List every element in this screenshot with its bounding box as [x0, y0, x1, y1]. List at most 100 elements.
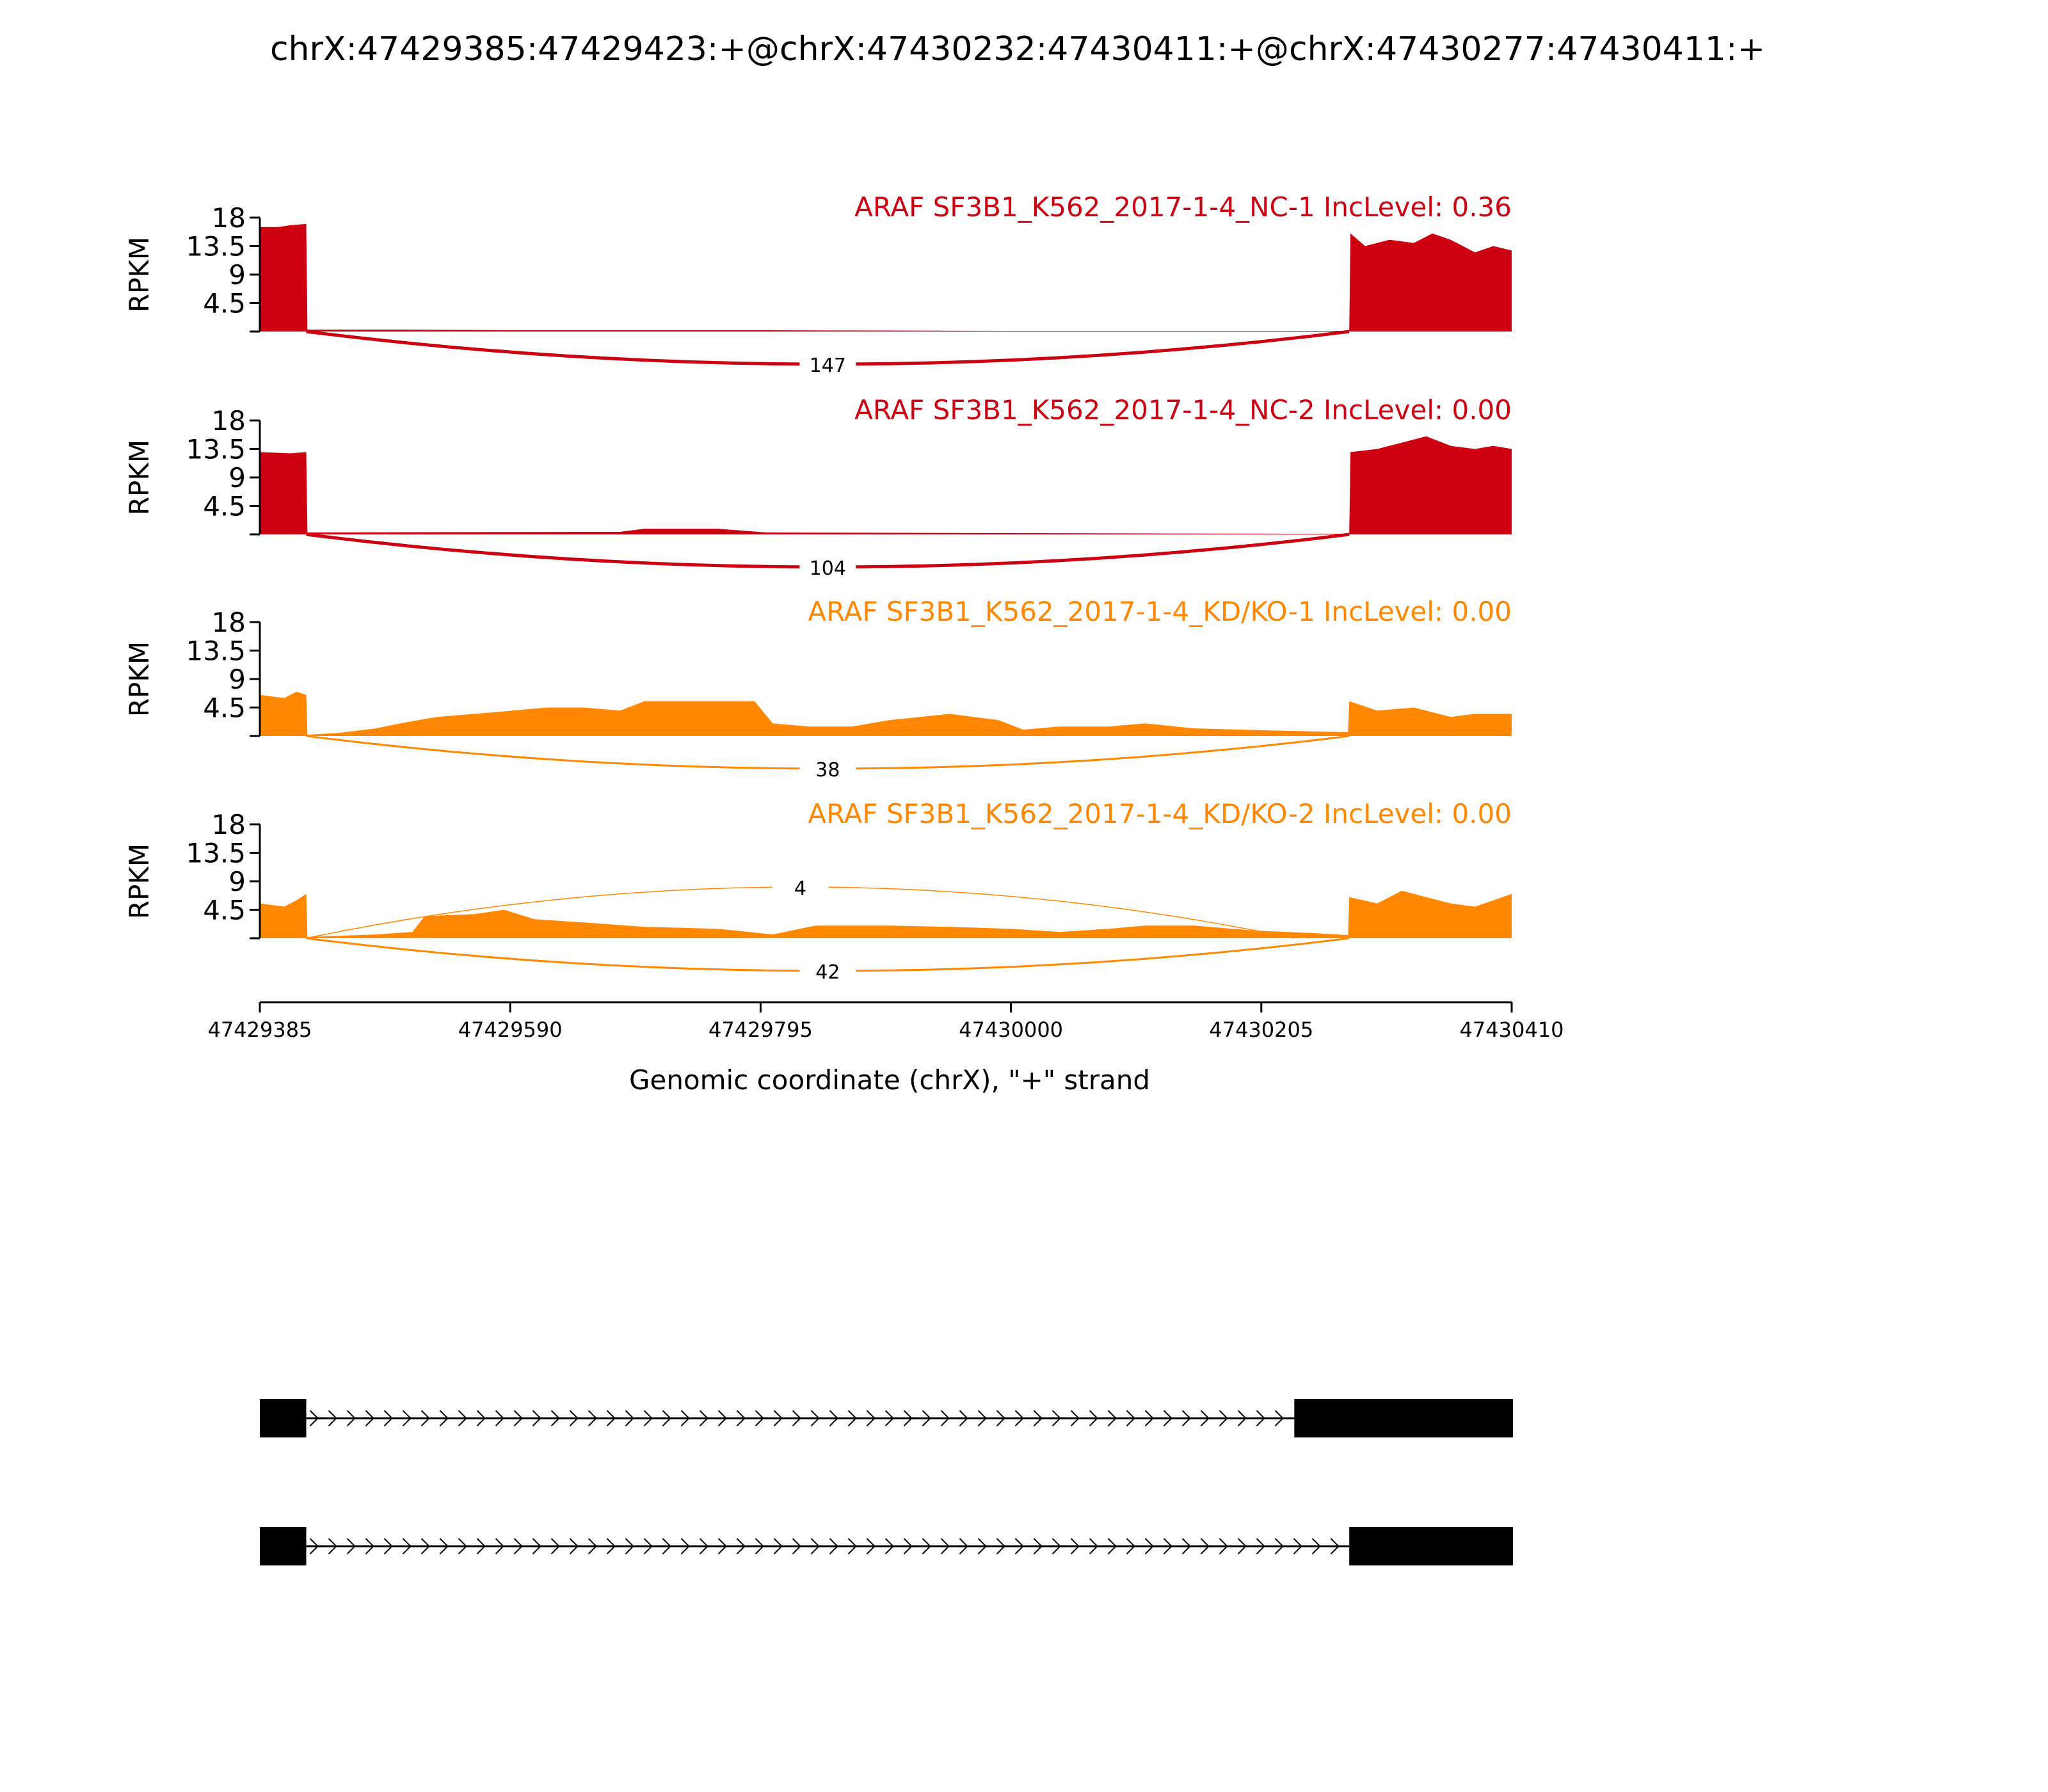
strand-arrow — [755, 1410, 764, 1427]
strand-arrow — [810, 1538, 820, 1555]
x-axis-label: Genomic coordinate (chrX), "+" strand — [629, 1064, 1150, 1096]
strand-arrow — [1089, 1538, 1098, 1555]
strand-arrow — [402, 1538, 412, 1555]
coverage-area — [260, 691, 1512, 736]
strand-arrow — [1237, 1410, 1247, 1427]
strand-arrow — [439, 1410, 449, 1427]
strand-arrow — [1014, 1410, 1024, 1427]
strand-arrow — [1070, 1410, 1080, 1427]
strand-arrow — [717, 1410, 727, 1427]
strand-arrow — [532, 1410, 541, 1427]
track-label: ARAF SF3B1_K562_2017-1-4_NC-1 IncLevel: … — [854, 191, 1512, 223]
strand-arrow — [829, 1410, 838, 1427]
strand-arrow — [884, 1538, 894, 1555]
strand-arrow — [606, 1410, 616, 1427]
track-label: ARAF SF3B1_K562_2017-1-4_NC-2 IncLevel: … — [854, 394, 1512, 426]
junction-label-bg — [799, 755, 856, 780]
strand-arrow — [550, 1410, 560, 1427]
y-tick-label: 4.5 — [203, 895, 246, 926]
strand-arrow — [550, 1538, 560, 1555]
y-tick-label: 4.5 — [203, 288, 246, 319]
y-axis-label: RPKM — [124, 440, 155, 515]
track-label: ARAF SF3B1_K562_2017-1-4_KD/KO-1 IncLeve… — [808, 596, 1512, 627]
y-tick-label: 13.5 — [186, 231, 246, 262]
strand-arrow — [1181, 1538, 1191, 1555]
strand-arrow — [699, 1410, 708, 1427]
strand-arrow — [1033, 1538, 1043, 1555]
strand-arrow — [940, 1410, 950, 1427]
y-tick-label: 9 — [228, 866, 246, 897]
strand-arrow — [625, 1538, 634, 1555]
strand-arrow — [1163, 1538, 1172, 1555]
strand-arrow — [1274, 1410, 1284, 1427]
strand-arrow — [1107, 1538, 1117, 1555]
y-tick-label: 18 — [212, 809, 246, 840]
junction-count: 38 — [815, 759, 840, 781]
strand-arrow — [996, 1410, 1005, 1427]
strand-arrow — [1144, 1538, 1154, 1555]
transcript-2 — [260, 1527, 1513, 1565]
strand-arrow — [1256, 1410, 1265, 1427]
strand-arrow — [420, 1410, 430, 1427]
figure-title: chrX:47429385:47429423:+@chrX:47430232:4… — [270, 30, 1765, 68]
strand-arrow — [458, 1410, 467, 1427]
strand-arrow — [903, 1410, 913, 1427]
exon-block — [260, 1527, 307, 1565]
strand-arrow — [513, 1538, 523, 1555]
strand-arrow — [1033, 1410, 1043, 1427]
strand-arrow — [662, 1538, 671, 1555]
y-tick-label: 18 — [212, 607, 246, 638]
strand-arrow — [1089, 1410, 1098, 1427]
y-tick-label: 4.5 — [203, 491, 246, 522]
coverage-area — [260, 890, 1512, 938]
y-tick-label: 9 — [228, 462, 246, 493]
strand-arrow — [847, 1410, 857, 1427]
strand-arrow — [717, 1538, 727, 1555]
strand-arrow — [625, 1410, 634, 1427]
strand-arrow — [773, 1410, 783, 1427]
y-tick-label: 9 — [228, 664, 246, 695]
y-tick-label: 13.5 — [186, 636, 246, 667]
strand-arrow — [495, 1410, 504, 1427]
strand-arrow — [736, 1410, 746, 1427]
strand-arrow — [959, 1410, 968, 1427]
strand-arrow — [1330, 1538, 1340, 1555]
strand-arrow — [309, 1410, 319, 1427]
strand-arrow — [829, 1538, 838, 1555]
junction-count: 4 — [794, 877, 806, 900]
strand-arrow — [1200, 1410, 1210, 1427]
strand-arrow — [532, 1538, 541, 1555]
y-tick-label: 9 — [228, 259, 246, 291]
strand-arrow — [922, 1410, 931, 1427]
strand-arrow — [495, 1538, 504, 1555]
strand-arrow — [773, 1538, 783, 1555]
strand-arrow — [643, 1410, 653, 1427]
y-axis-label: RPKM — [124, 641, 155, 717]
strand-arrow — [1181, 1410, 1191, 1427]
strand-arrow — [1293, 1538, 1302, 1555]
x-tick-label: 47430000 — [959, 1018, 1063, 1042]
strand-arrow — [383, 1410, 393, 1427]
x-tick-label: 47430205 — [1209, 1018, 1313, 1042]
junction-label-bg — [772, 873, 829, 899]
strand-arrow — [792, 1410, 801, 1427]
strand-arrow — [476, 1410, 486, 1427]
strand-arrow — [1070, 1538, 1080, 1555]
strand-arrow — [1219, 1410, 1228, 1427]
strand-arrow — [977, 1410, 987, 1427]
strand-arrow — [346, 1410, 356, 1427]
junction-count: 147 — [810, 355, 846, 377]
strand-arrow — [847, 1538, 857, 1555]
exon-block — [1294, 1399, 1513, 1437]
strand-arrow — [365, 1538, 374, 1555]
strand-arrow — [996, 1538, 1005, 1555]
strand-arrow — [680, 1410, 690, 1427]
y-tick-label: 13.5 — [186, 434, 246, 465]
strand-arrow — [792, 1538, 801, 1555]
strand-arrow — [606, 1538, 616, 1555]
strand-arrow — [755, 1538, 764, 1555]
